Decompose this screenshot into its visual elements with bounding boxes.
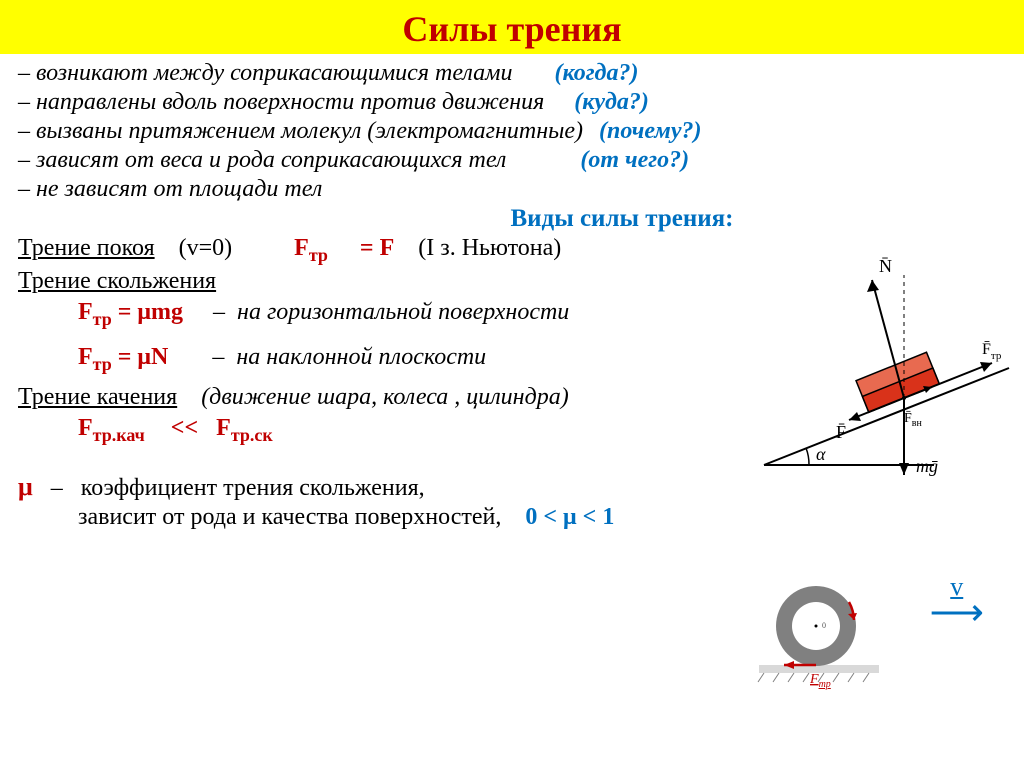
bullet-5-text: – не зависят от площади тел [18, 176, 322, 202]
rolling-right: Fтр.ск [216, 415, 273, 441]
svg-text:N̄: N̄ [879, 256, 892, 276]
rolling-wheel-diagram: 0 Fтр [754, 570, 884, 690]
mu-text1: коэффициент трения скольжения, [81, 475, 425, 501]
rest-note: (I з. Ньютона) [418, 235, 561, 261]
bullet-2: – направлены вдоль поверхности против дв… [18, 89, 1006, 116]
svg-text:mḡ: mḡ [916, 456, 938, 476]
mu-text2: зависит от рода и качества поверхностей, [78, 504, 501, 530]
rest-label: Трение покоя [18, 235, 155, 261]
inclined-plane-diagram: α N̄ F̄тр F̄вн F̄ mḡ [754, 250, 1014, 490]
mu-line-2: зависит от рода и качества поверхностей,… [78, 504, 1006, 531]
rolling-label: Трение качения [18, 384, 177, 410]
svg-text:Fтр: Fтр [809, 672, 831, 690]
mu-symbol: μ [18, 472, 33, 501]
bullet-2-q: (куда?) [574, 89, 649, 115]
page-title: Силы трения [0, 0, 1024, 54]
svg-text:F̄тр: F̄тр [982, 341, 1002, 362]
angle-label: α [816, 444, 826, 464]
bullet-1-text: – возникают между соприкасающимися телам… [18, 60, 512, 86]
rest-cond: (v=0) [179, 235, 233, 261]
velocity-indicator: v ⟶ [930, 572, 984, 632]
bullet-3-text: – вызваны притяжением молекул (электрома… [18, 118, 583, 144]
arrow-icon: ⟶ [930, 592, 984, 634]
bullet-3-q: (почему?) [599, 118, 701, 144]
bullet-3: – вызваны притяжением молекул (электрома… [18, 118, 1006, 145]
bullet-5: – не зависят от площади тел [18, 176, 1006, 203]
bullet-1: – возникают между соприкасающимися телам… [18, 60, 1006, 87]
rolling-note: (движение шара, колеса , цилиндра) [201, 384, 569, 410]
svg-text:0: 0 [822, 621, 826, 630]
rolling-left: Fтр.кач [78, 415, 145, 441]
svg-text:F̄: F̄ [836, 422, 846, 442]
mu-dash: – [51, 475, 63, 501]
sliding-f1: Fтр = μmg [78, 299, 183, 325]
bullet-4-text: – зависят от веса и рода соприкасающихся… [18, 147, 506, 173]
svg-text:F̄вн: F̄вн [904, 410, 923, 429]
mu-range: 0 < μ < 1 [525, 504, 614, 530]
bullet-1-q: (когда?) [554, 60, 638, 86]
rest-formula-f: Fтр [294, 235, 328, 261]
bullet-2-text: – направлены вдоль поверхности против дв… [18, 89, 544, 115]
sliding-label: Трение скольжения [18, 268, 216, 294]
types-heading: Виды силы трения: [238, 205, 1006, 233]
sliding-f2-note: на наклонной плоскости [236, 344, 486, 370]
rest-formula-eq: = F [360, 235, 394, 261]
bullet-4-q: (от чего?) [580, 147, 689, 173]
sliding-f1-note: на горизонтальной поверхности [237, 299, 569, 325]
bullet-4: – зависят от веса и рода соприкасающихся… [18, 147, 1006, 174]
sliding-f2: Fтр = μN [78, 344, 168, 370]
rolling-op: << [171, 415, 198, 441]
